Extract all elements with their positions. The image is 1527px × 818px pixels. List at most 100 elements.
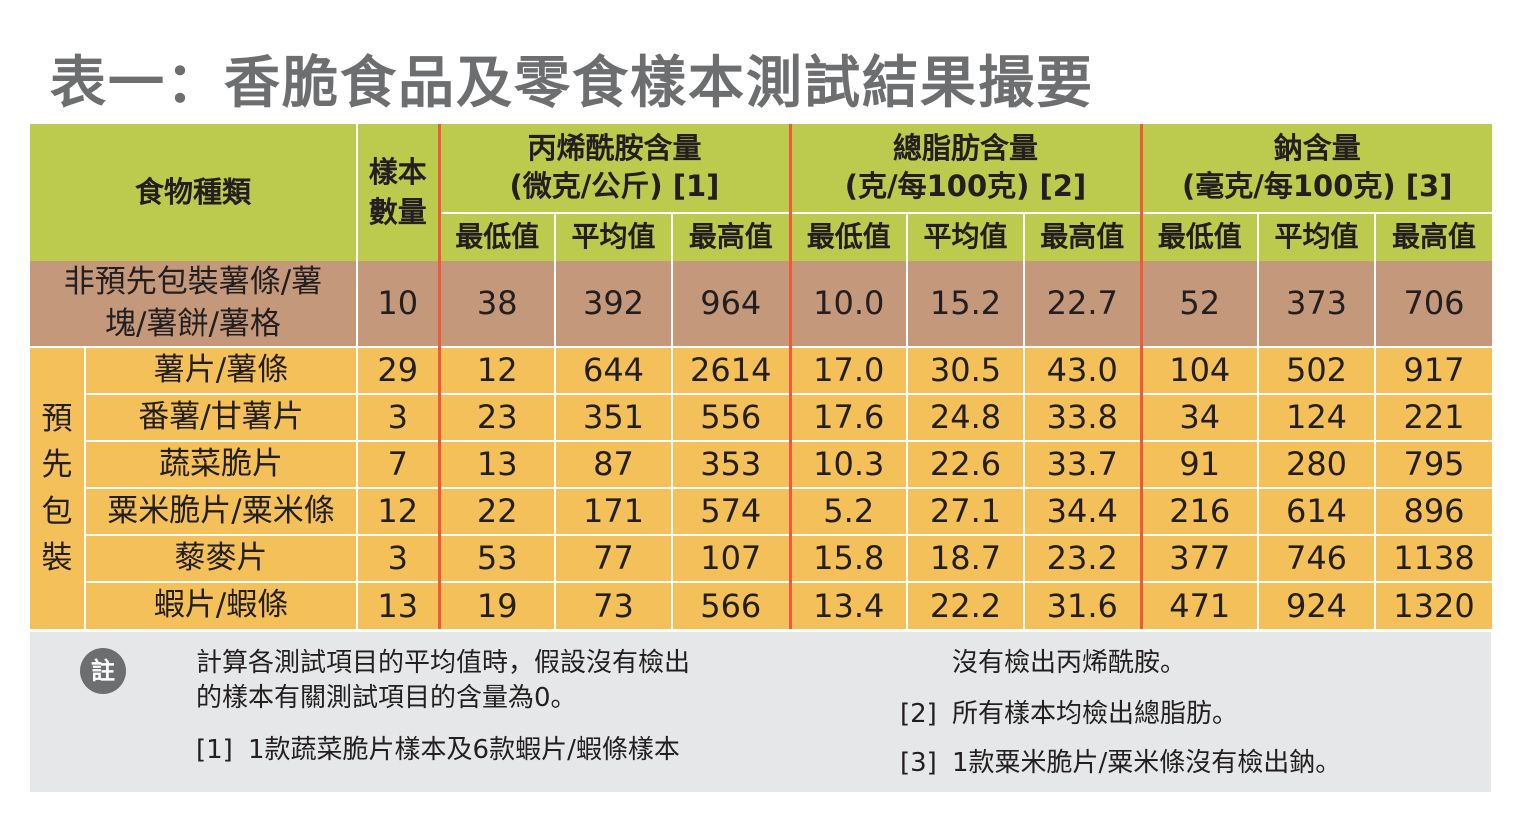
table-cell: 34.4	[1023, 487, 1141, 535]
acrylamide-max-header: 最高值	[671, 213, 790, 261]
table-cell: 31.6	[1023, 581, 1141, 629]
total-fat-unit: (克/每100克) [2]	[844, 169, 1087, 203]
table-cell: 221	[1374, 393, 1492, 441]
table-cell: 353	[671, 440, 790, 488]
table-cell: 87	[554, 440, 672, 488]
table-cell: 566	[671, 581, 790, 629]
table-cell: 614	[1257, 487, 1375, 535]
table-cell: 351	[554, 393, 672, 441]
note-3: [3] 1款粟米脆片/粟米條沒有檢出鈉。	[900, 746, 1341, 780]
table-cell: 10.0	[788, 261, 907, 347]
table-cell: 24.8	[906, 393, 1024, 441]
sample-count-cell: 13	[356, 581, 439, 629]
table-cell: 17.0	[788, 346, 907, 394]
total-fat-header: 總脂肪含量 (克/每100克) [2]	[788, 124, 1141, 214]
sodium-min-header: 最低值	[1139, 213, 1258, 261]
sample-count-header: 樣本數量	[356, 124, 439, 261]
table-cell: 1138	[1374, 534, 1492, 582]
table-cell: 12	[437, 346, 555, 394]
table-cell: 23.2	[1023, 534, 1141, 582]
sodium-header: 鈉含量 (毫克/每100克) [3]	[1139, 124, 1492, 214]
table-cell: 104	[1139, 346, 1258, 394]
table-cell: 30.5	[906, 346, 1024, 394]
note-general-line1: 計算各測試項目的平均值時，假設沒有檢出	[196, 648, 691, 678]
table-cell: 73	[554, 581, 672, 629]
note-3-mark: [3]	[900, 748, 937, 778]
table-cell: 280	[1257, 440, 1375, 488]
table-cell: 795	[1374, 440, 1492, 488]
table-cell: 896	[1374, 487, 1492, 535]
note-2: [2] 所有樣本均檢出總脂肪。	[900, 697, 1238, 731]
note-badge-icon: 註	[80, 648, 126, 694]
table-cell: 15.8	[788, 534, 907, 582]
sample-count-cell: 7	[356, 440, 439, 488]
prepacked-label-text: 預先包裝	[41, 400, 73, 577]
table-cell: 53	[437, 534, 555, 582]
row-label: 藜麥片	[84, 534, 357, 582]
acrylamide-label: 丙烯酰胺含量	[527, 131, 702, 166]
table-cell: 15.2	[906, 261, 1024, 347]
table-row: 藜麥片 3 53 77 107 15.8 18.7 23.2 377 746 1…	[30, 534, 1492, 582]
table-cell: 13	[437, 440, 555, 488]
fat-min-header: 最低值	[788, 213, 907, 261]
row-label: 番薯/甘薯片	[84, 393, 357, 441]
table-cell: 33.8	[1023, 393, 1141, 441]
row-label: 粟米脆片/粟米條	[84, 487, 357, 535]
prepacked-group-label: 預先包裝	[30, 346, 85, 629]
table-cell: 964	[671, 261, 790, 347]
table-cell: 13.4	[788, 581, 907, 629]
sodium-max-header: 最高值	[1374, 213, 1492, 261]
row-label: 蝦片/蝦條	[84, 581, 357, 629]
table-cell: 22.7	[1023, 261, 1141, 347]
row-label: 非預先包裝薯條/薯塊/薯餅/薯格	[30, 261, 357, 347]
table-cell: 77	[554, 534, 672, 582]
acrylamide-min-header: 最低值	[437, 213, 555, 261]
table-row: 預先包裝 薯片/薯條 29 12 644 2614 17.0 30.5 43.0…	[30, 346, 1492, 629]
sodium-unit: (毫克/每100克) [3]	[1182, 169, 1453, 203]
table-cell: 373	[1257, 261, 1375, 347]
fat-avg-header: 平均值	[906, 213, 1024, 261]
table-row: 蝦片/蝦條 13 19 73 566 13.4 22.2 31.6 471 92…	[30, 581, 1492, 629]
notes-panel	[30, 632, 1491, 792]
sample-count-cell: 10	[356, 261, 439, 347]
note-3-text: 1款粟米脆片/粟米條沒有檢出鈉。	[952, 748, 1342, 778]
table-cell: 706	[1374, 261, 1492, 347]
table-cell: 33.7	[1023, 440, 1141, 488]
sample-count-cell: 29	[356, 346, 439, 394]
fat-max-header: 最高值	[1023, 213, 1141, 261]
row-label: 薯片/薯條	[84, 346, 357, 394]
table-cell: 2614	[671, 346, 790, 394]
table-cell: 91	[1139, 440, 1258, 488]
table-cell: 22.2	[906, 581, 1024, 629]
note-general-line2: 的樣本有關測試項目的含量為0。	[196, 683, 577, 713]
table-cell: 18.7	[906, 534, 1024, 582]
table-row: 非預先包裝薯條/薯塊/薯餅/薯格 10 38 392 964 10.0 15.2…	[30, 261, 1492, 347]
table-cell: 917	[1374, 346, 1492, 394]
table-cell: 22	[437, 487, 555, 535]
table-cell: 574	[671, 487, 790, 535]
table-cell: 52	[1139, 261, 1258, 347]
note-1-mark: [1]	[196, 735, 233, 765]
acrylamide-avg-header: 平均值	[554, 213, 672, 261]
table-row: 粟米脆片/粟米條 12 22 171 574 5.2 27.1 34.4 216…	[30, 487, 1492, 535]
table-cell: 43.0	[1023, 346, 1141, 394]
food-type-header: 食物種類	[30, 124, 357, 261]
table-cell: 22.6	[906, 440, 1024, 488]
table-cell: 27.1	[906, 487, 1024, 535]
table-cell: 556	[671, 393, 790, 441]
table-cell: 171	[554, 487, 672, 535]
note-2-mark: [2]	[900, 699, 937, 729]
table-cell: 34	[1139, 393, 1258, 441]
table-cell: 377	[1139, 534, 1258, 582]
table-cell: 23	[437, 393, 555, 441]
table-cell: 216	[1139, 487, 1258, 535]
table-cell: 471	[1139, 581, 1258, 629]
sodium-label: 鈉含量	[1273, 131, 1361, 166]
table-cell: 924	[1257, 581, 1375, 629]
acrylamide-header: 丙烯酰胺含量 (微克/公斤) [1]	[437, 124, 790, 214]
note-1-continuation: 沒有檢出丙烯酰胺。	[952, 648, 1187, 678]
total-fat-label: 總脂肪含量	[892, 131, 1038, 166]
table-cell: 502	[1257, 346, 1375, 394]
acrylamide-unit: (微克/公斤) [1]	[509, 169, 720, 203]
table-cell: 5.2	[788, 487, 907, 535]
